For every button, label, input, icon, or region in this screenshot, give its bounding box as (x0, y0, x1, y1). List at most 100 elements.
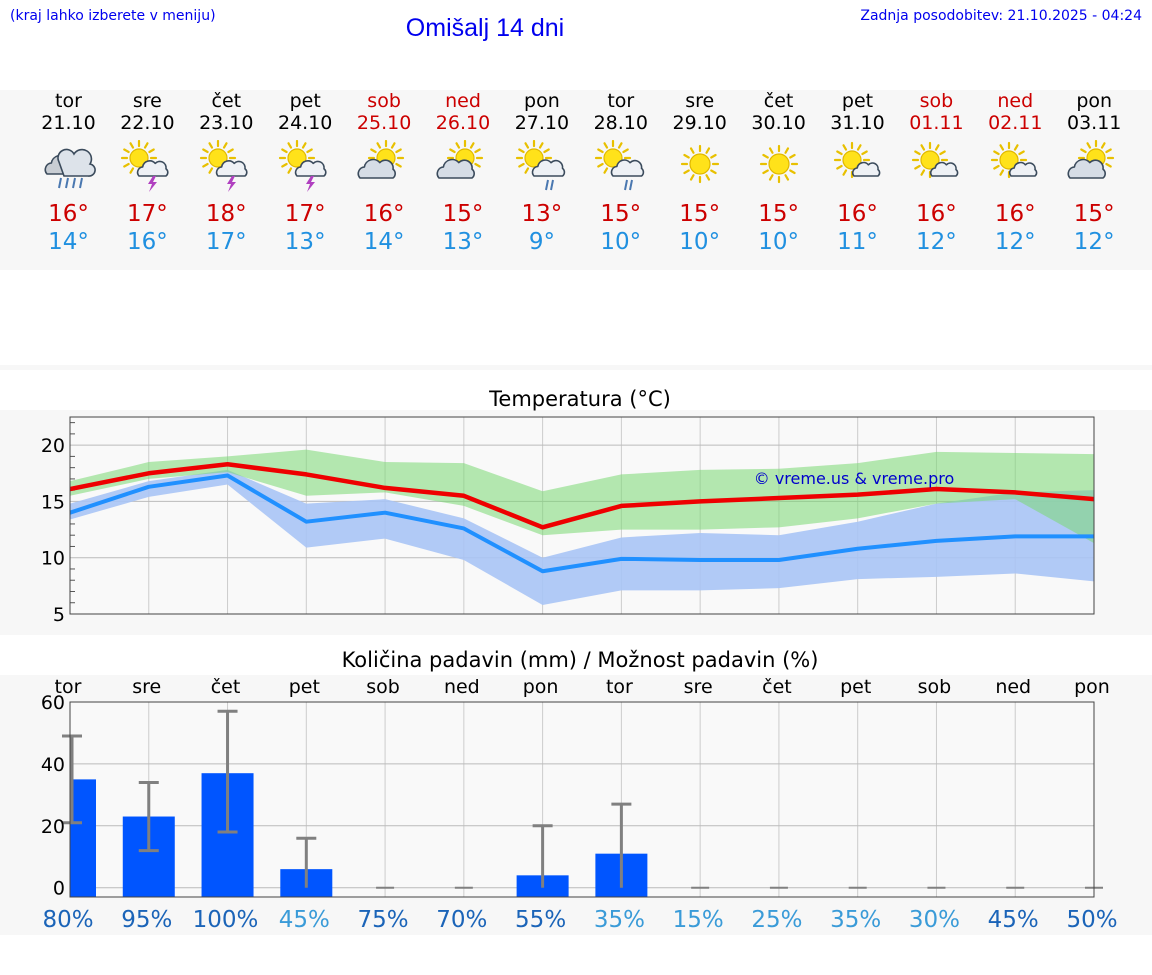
probability-label: 95% (121, 907, 172, 933)
sun-small-cloud-icon (912, 141, 959, 179)
sun-cloud-icon (357, 140, 405, 179)
max-temperature: 16° (363, 201, 405, 227)
day-column: ned 02.11 16° 12° (975, 90, 1055, 256)
y-tick-label: 40 (41, 754, 65, 776)
probability-label: 70% (436, 907, 487, 933)
sun-cloud-rain-icon (515, 140, 566, 191)
y-tick-label: 0 (53, 878, 65, 900)
day-label: sob (366, 676, 400, 698)
min-temperature: 17° (205, 229, 247, 255)
min-temperature: 11° (837, 229, 878, 255)
day-date: 02.11 (988, 112, 1043, 134)
day-label: pon (1074, 676, 1110, 698)
probability-label: 80% (42, 907, 93, 933)
last-updated: Zadnja posodobitev: 21.10.2025 - 04:24 (860, 8, 1142, 24)
day-column: sob 01.11 16° 12° (896, 90, 976, 256)
max-temperature: 15° (442, 201, 484, 227)
day-column: tor 21.10 16° 14° (29, 90, 109, 256)
day-name: sre (132, 90, 162, 112)
max-temperature: 15° (600, 201, 642, 227)
max-range-band (70, 449, 1094, 544)
sun-icon (759, 144, 798, 184)
min-temperature: 12° (994, 229, 1036, 255)
day-date: 01.11 (909, 112, 964, 134)
watermark: © vreme.us & vreme.pro (754, 469, 955, 488)
day-label: sre (684, 676, 713, 698)
min-temperature-line (69, 473, 1094, 574)
probability-label: 75% (358, 907, 409, 933)
divider (0, 365, 1152, 370)
min-temperature: 14° (48, 229, 89, 255)
day-date: 27.10 (514, 112, 570, 134)
probability-label: 30% (909, 907, 960, 933)
y-tick-label: 5 (53, 604, 65, 626)
max-temperature: 16° (916, 201, 957, 227)
day-name: sob (367, 90, 401, 112)
sun-cloud-icon (1067, 140, 1115, 179)
max-temperature: 16° (994, 201, 1036, 227)
probability-label: 35% (830, 907, 881, 933)
day-label: čet (211, 676, 241, 698)
sun-cloud-icon (436, 140, 484, 179)
min-temperature: 9° (528, 229, 555, 255)
probability-label: 25% (751, 907, 802, 933)
day-date: 28.10 (593, 112, 648, 134)
min-temperature: 13° (284, 229, 326, 255)
forecast-strip (0, 90, 1152, 270)
plot-frame (69, 416, 1095, 615)
y-tick-label: 15 (41, 491, 65, 513)
sun-storm-icon (200, 140, 248, 192)
max-temperature: 18° (205, 201, 247, 227)
location-hint[interactable]: (kraj lahko izberete v meniju) (10, 8, 216, 24)
day-date: 26.10 (435, 112, 491, 134)
precipitation-bar (70, 779, 96, 897)
min-temperature: 10° (679, 229, 721, 255)
day-label: sob (918, 676, 952, 698)
min-range-band (70, 469, 1094, 605)
day-column: pon 03.11 15° 12° (1054, 90, 1134, 256)
day-column: ned 26.10 15° 13° (423, 90, 503, 256)
precipitation-chart-title: Količina padavin (mm) / Možnost padavin … (341, 648, 819, 672)
day-column: pet 24.10 17° 13° (265, 90, 345, 256)
temperature-chart: 5 10 15 20 © vreme.us & vreme.pro (41, 416, 1095, 626)
day-label: pet (840, 676, 871, 698)
day-date: 22.10 (120, 112, 175, 134)
y-tick-label: 20 (41, 435, 65, 457)
max-temperature: 15° (679, 201, 721, 227)
day-column: pet 31.10 16° 11° (818, 90, 898, 256)
max-temperature: 16° (837, 201, 878, 227)
min-temperature: 14° (363, 229, 405, 255)
min-temperature: 16° (127, 229, 168, 255)
sun-cloud-rain-icon (594, 140, 644, 191)
probability-label: 15% (673, 907, 724, 933)
max-temperature: 15° (758, 201, 799, 227)
precipitation-chart: tor sre čet pet sob ned pon tor sre čet pet sob ned p… (41, 676, 1118, 933)
max-temperature: 17° (127, 201, 168, 227)
day-label: ned (444, 676, 480, 698)
probability-label: 100% (193, 907, 259, 933)
min-temperature: 12° (1073, 229, 1115, 255)
day-column: sre 29.10 15° 10° (660, 90, 740, 256)
day-date: 29.10 (672, 112, 727, 134)
day-date: 23.10 (199, 112, 254, 134)
max-temperature: 15° (1073, 201, 1115, 227)
y-tick-label: 20 (41, 816, 65, 838)
day-date: 21.10 (41, 112, 96, 134)
sun-icon (680, 144, 719, 184)
temperature-chart-title: Temperatura (°C) (489, 387, 671, 411)
sun-storm-icon (279, 140, 327, 192)
day-date: 31.10 (830, 112, 885, 134)
day-label: čet (762, 676, 792, 698)
day-date: 30.10 (751, 112, 806, 134)
day-column: sre 22.10 17° 16° (107, 90, 187, 256)
cloud-rain-icon (44, 148, 96, 189)
y-tick-label: 60 (41, 692, 65, 714)
day-name: sre (685, 90, 715, 112)
probability-label: 35% (594, 907, 645, 933)
day-label: tor (606, 676, 633, 698)
day-name: čet (763, 90, 794, 112)
probability-label: 45% (279, 907, 330, 933)
day-column: tor 28.10 15° 10° (581, 90, 661, 256)
day-name: sob (919, 90, 954, 112)
day-column: čet 23.10 18° 17° (186, 90, 266, 256)
